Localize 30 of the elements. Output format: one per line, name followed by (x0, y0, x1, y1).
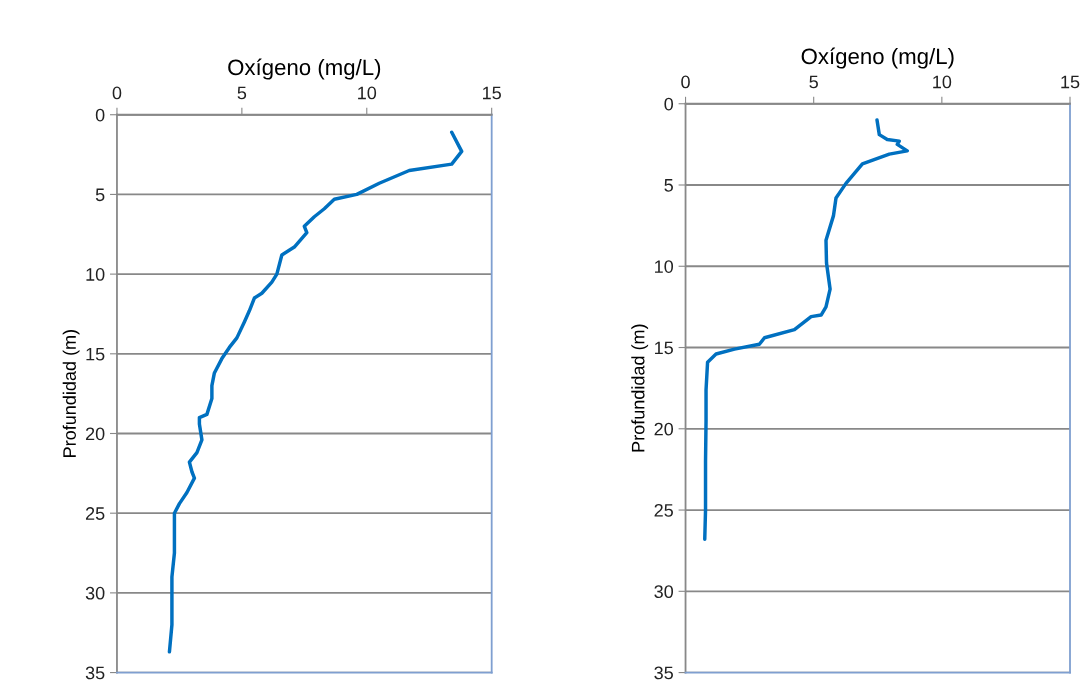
x-axis-title: Oxígeno (mg/L) (228, 58, 381, 80)
x-tick-label: 15 (1061, 75, 1080, 89)
y-tick-label: 5 (664, 179, 673, 192)
x-tick-label: 10 (358, 86, 377, 100)
x-tick-label: 0 (681, 75, 690, 89)
y-axis-title: Profundidad (m) (62, 330, 80, 457)
x-tick-label: 5 (809, 75, 818, 89)
y-tick-label: 35 (654, 666, 673, 680)
y-tick-label: 20 (654, 422, 674, 436)
y-tick-label: 25 (85, 507, 105, 520)
line-series (703, 118, 909, 542)
y-tick-label: 35 (85, 666, 105, 680)
y-tick-label: 0 (95, 108, 105, 122)
y-axis-title: Profundidad (m) (631, 324, 649, 452)
x-tick-label: 15 (483, 86, 501, 100)
x-tick-label: 10 (933, 75, 952, 89)
x-tick-label: 0 (112, 86, 122, 100)
y-tick-label: 15 (655, 341, 673, 355)
y-tick-label: 15 (86, 347, 105, 361)
x-axis-title: Oxígeno (mg/L) (801, 47, 954, 69)
x-tick-label: 5 (237, 86, 247, 100)
y-tick-label: 30 (654, 585, 674, 599)
y-tick-label: 30 (85, 586, 105, 600)
y-tick-label: 0 (664, 97, 674, 111)
y-tick-label: 25 (654, 503, 673, 517)
y-tick-label: 20 (85, 427, 105, 441)
y-tick-label: 10 (86, 268, 105, 281)
y-tick-label: 5 (95, 188, 105, 202)
line-series (167, 130, 464, 654)
y-tick-label: 10 (655, 260, 674, 273)
